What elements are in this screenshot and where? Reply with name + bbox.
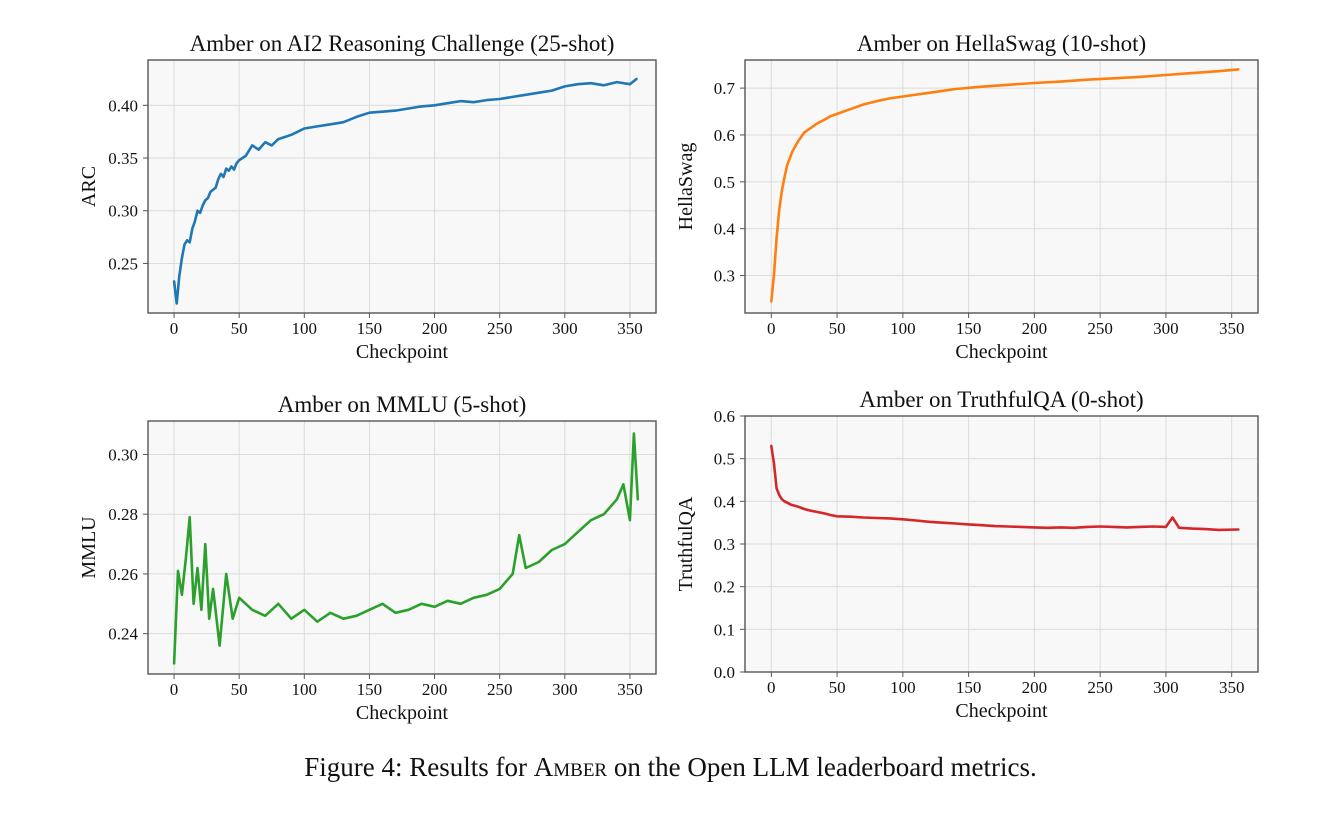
series-line <box>172 432 640 665</box>
x-tick-label: 150 <box>357 319 383 338</box>
x-tick-label: 200 <box>422 319 448 338</box>
chart-truthfulqa: 0 50 100 150 200 250 300 350 0.0 0.1 0.2 0.3 0.4 0.5 0… <box>675 387 1259 722</box>
y-tick-label: 0.5 <box>714 173 735 192</box>
y-tick-label: 0.28 <box>108 505 138 524</box>
y-tick-label: 0.6 <box>714 407 735 426</box>
figure: 0 50 100 150 200 250 300 3500.250.300.350.40Amb… <box>78 31 1259 724</box>
y-tick-label: 0.2 <box>714 578 735 597</box>
chart-title: Amber on AI2 Reasoning Challenge (25-sho… <box>190 31 615 56</box>
y-tick-label: 0.30 <box>108 445 138 464</box>
y-axis-label: HellaSwag <box>675 143 697 231</box>
chart-title: Amber on MMLU (5-shot) <box>278 392 527 417</box>
x-tick-label: 300 <box>552 319 578 338</box>
x-tick-label: 300 <box>1153 319 1179 338</box>
y-tick-label: 0.6 <box>714 126 735 145</box>
x-tick-label: 0 <box>767 678 776 697</box>
x-tick-label: 350 <box>617 680 643 699</box>
x-tick-label: 150 <box>956 319 982 338</box>
x-tick-label: 0 <box>170 680 179 699</box>
y-tick-label: 0.24 <box>108 625 138 644</box>
y-tick-label: 0.40 <box>108 96 138 115</box>
x-tick-label: 0 <box>767 319 776 338</box>
y-tick-label: 0.7 <box>714 79 736 98</box>
y-axis-label: ARC <box>78 166 100 207</box>
y-tick-label: 0.3 <box>714 535 735 554</box>
plot-frame <box>147 420 657 675</box>
y-tick-label: 0.4 <box>714 220 736 239</box>
y-tick-label: 0.0 <box>714 663 735 682</box>
plot-area <box>148 421 656 674</box>
y-axis-label: MMLU <box>78 516 100 579</box>
x-tick-label: 200 <box>1022 319 1048 338</box>
x-tick-label: 350 <box>1219 678 1245 697</box>
y-tick-label: 0.5 <box>714 450 735 469</box>
x-tick-label: 100 <box>292 319 318 338</box>
x-tick-label: 50 <box>231 680 248 699</box>
x-tick-label: 50 <box>829 678 846 697</box>
y-tick-label: 0.26 <box>108 565 138 584</box>
chart-title: Amber on TruthfulQA (0-shot) <box>859 387 1143 412</box>
y-tick-label: 0.3 <box>714 267 735 286</box>
chart-hellaswag: 0 50 100 150 200 250 300 350 0.3 0.4 0.5 0.6 0.7 Ambe… <box>675 31 1259 363</box>
x-tick-label: 100 <box>890 678 916 697</box>
y-tick-label: 0.35 <box>108 149 138 168</box>
chart-title: Amber on HellaSwag (10-shot) <box>857 31 1146 56</box>
x-axis-label: Checkpoint <box>356 702 449 724</box>
plot-frame <box>744 59 1259 314</box>
plot-area <box>745 60 1258 313</box>
x-tick-label: 300 <box>552 680 578 699</box>
plot-area <box>148 60 656 313</box>
x-tick-label: 0 <box>170 319 179 338</box>
y-axis-label: TruthfulQA <box>675 496 697 591</box>
caption-model: Amber <box>533 752 608 782</box>
x-tick-label: 50 <box>829 319 846 338</box>
y-tick-label: 0.25 <box>108 254 138 273</box>
x-axis-label: Checkpoint <box>356 341 449 363</box>
x-axis-label: Checkpoint <box>955 700 1048 722</box>
x-tick-label: 200 <box>422 680 448 699</box>
x-tick-label: 250 <box>1087 678 1113 697</box>
x-tick-label: 100 <box>292 680 318 699</box>
plot-frame <box>744 415 1259 673</box>
y-tick-label: 0.1 <box>714 620 735 639</box>
caption-suffix: on the Open LLM leaderboard metrics. <box>607 752 1037 782</box>
x-tick-label: 250 <box>487 680 513 699</box>
series-line <box>769 444 1240 532</box>
x-tick-label: 50 <box>231 319 248 338</box>
x-tick-label: 200 <box>1022 678 1048 697</box>
x-tick-label: 350 <box>617 319 643 338</box>
y-tick-label: 0.4 <box>714 492 736 511</box>
chart-arc: 0 50 100 150 200 250 300 350 0.25 0.30 0.35 0.40 Amb… <box>78 31 657 363</box>
x-tick-label: 300 <box>1153 678 1179 697</box>
x-tick-label: 150 <box>956 678 982 697</box>
series-line <box>172 77 638 305</box>
x-tick-label: 150 <box>357 680 383 699</box>
chart-mmlu: 0 50 100 150 200 250 300 350 0.24 0.26 0.28 0.30 Amb… <box>78 392 657 724</box>
x-axis-label: Checkpoint <box>955 341 1048 363</box>
caption-prefix: Figure 4: Results for <box>304 752 534 782</box>
x-tick-label: 100 <box>890 319 916 338</box>
plot-frame <box>147 59 657 314</box>
y-tick-label: 0.30 <box>108 202 138 221</box>
x-tick-label: 350 <box>1219 319 1245 338</box>
x-tick-label: 250 <box>1087 319 1113 338</box>
figure-caption: Figure 4: Results for Amber on the Open … <box>0 752 1341 783</box>
series-line <box>769 68 1240 303</box>
x-tick-label: 250 <box>487 319 513 338</box>
